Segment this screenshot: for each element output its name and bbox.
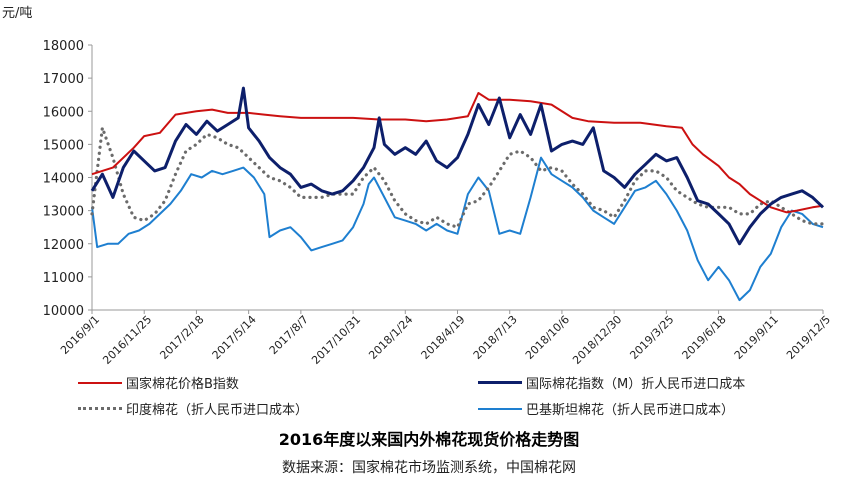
line-chart: 10000 11000 12000 13000 14000 15000 16000 17000…: [43, 39, 833, 367]
x-tick-label: 2017/10/31: [309, 313, 363, 367]
x-tick-label: 2019/12/5: [784, 313, 833, 362]
chart-series: [90, 86, 825, 302]
chart-tick-labels: 10000 11000 12000 13000 14000 15000 16000 17000…: [43, 39, 833, 367]
legend-item-b-index: 国家棉花价格B指数: [78, 373, 239, 392]
y-tick-label: 17000: [43, 72, 84, 87]
x-tick-label: 2018/4/19: [419, 313, 468, 362]
y-tick-label: 18000: [43, 39, 84, 54]
x-tick-label: 2018/12/30: [570, 313, 624, 367]
x-tick-label: 2019/3/25: [627, 313, 676, 362]
legend-swatch-blue-line: [478, 407, 522, 410]
x-tick-label: 2018/10/6: [523, 313, 572, 362]
legend-label: 印度棉花（折人民币进口成本）: [126, 403, 309, 418]
y-tick-label: 13000: [43, 205, 84, 220]
chart-source: 数据来源：国家棉花市场监测系统，中国棉花网: [282, 460, 576, 476]
chart-title: 2016年度以来国内外棉花现货价格走势图: [278, 430, 580, 449]
y-tick-label: 14000: [43, 172, 84, 187]
legend-swatch-navy-line: [478, 381, 522, 384]
chart-axes: [88, 44, 824, 314]
y-tick-label: 11000: [43, 271, 84, 286]
legend-item-india: 印度棉花（折人民币进口成本）: [78, 399, 308, 418]
x-tick-label: 2017/8/7: [267, 313, 311, 357]
x-tick-label: 2019/6/18: [680, 313, 729, 362]
x-tick-label: 2017/5/14: [210, 313, 259, 362]
legend-swatch-gray-dotted: [78, 407, 122, 410]
x-tick-label: 2018/7/13: [471, 313, 520, 362]
x-tick-label: 2016/11/25: [100, 313, 154, 367]
x-tick-label: 2016/9/1: [58, 313, 102, 357]
y-tick-label: 16000: [43, 105, 84, 120]
x-tick-label: 2019/9/11: [732, 313, 781, 362]
x-tick-label: 2018/1/24: [366, 313, 415, 362]
legend-label: 国家棉花价格B指数: [126, 377, 239, 392]
series-line-2: [90, 126, 825, 229]
series-line-0: [91, 92, 824, 214]
legend-item-pakistan: 巴基斯坦棉花（折人民币进口成本）: [478, 399, 734, 418]
y-tick-label: 15000: [43, 138, 84, 153]
y-axis-unit-label: 元/吨: [2, 6, 33, 21]
x-tick-label: 2017/2/18: [157, 313, 206, 362]
series-line-3: [91, 156, 824, 302]
legend-label: 国际棉花指数（M）折人民币进口成本: [526, 377, 746, 392]
series-line-1: [90, 86, 825, 246]
legend-label: 巴基斯坦棉花（折人民币进口成本）: [526, 403, 735, 418]
legend-item-international-index: 国际棉花指数（M）折人民币进口成本: [478, 373, 745, 392]
y-tick-label: 10000: [43, 304, 84, 319]
legend-swatch-red-line: [78, 381, 122, 384]
y-tick-label: 12000: [43, 238, 84, 253]
